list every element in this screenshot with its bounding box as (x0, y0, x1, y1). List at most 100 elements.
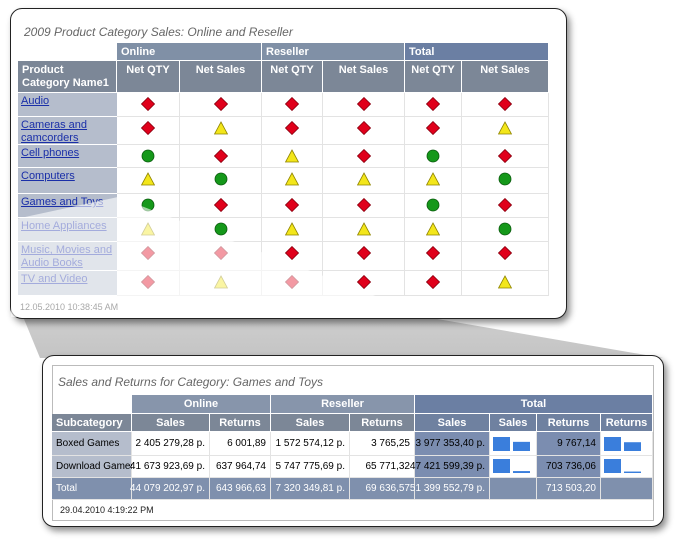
kpi-cell (117, 93, 180, 117)
category-link[interactable]: Audio (18, 93, 117, 117)
bottom-title: Sales and Returns for Category: Games an… (58, 375, 324, 389)
value-cell: 3 977 353,40 р. (415, 432, 490, 456)
value-cell: 47 421 599,39 р. (410, 456, 490, 478)
kpi-cell (323, 117, 405, 145)
kpi-indicator (498, 198, 512, 212)
category-link[interactable]: Games and Toys (18, 194, 117, 218)
kpi-indicator (426, 222, 440, 236)
kpi-cell (323, 168, 405, 194)
triangle (141, 172, 155, 186)
kpi-indicator (356, 121, 371, 135)
diamond (285, 97, 299, 111)
kpi-indicator (213, 97, 228, 111)
circle (214, 172, 227, 186)
kpi-indicator (426, 121, 440, 135)
top-timestamp: 12.05.2010 10:38:45 AM (20, 302, 119, 312)
kpi-cell (405, 271, 462, 296)
kpi-indicator (285, 172, 299, 186)
kpi-cell (180, 117, 262, 145)
diamond (498, 149, 512, 163)
value-cell: 637 964,74 (210, 456, 271, 478)
kpi-indicator (285, 198, 299, 212)
kpi-cell (462, 271, 549, 296)
kpi-cell (462, 168, 549, 194)
kpi-indicator (141, 121, 155, 135)
kpi-cell (180, 145, 262, 168)
sparkbar-chart (604, 437, 641, 451)
kpi-cell (180, 271, 262, 296)
kpi-cell (117, 145, 180, 168)
chart-cell (601, 456, 653, 478)
kpi-indicator (498, 246, 512, 260)
kpi-indicator (356, 246, 371, 260)
diamond (213, 246, 228, 260)
kpi-indicator (498, 172, 512, 186)
bottom-timestamp: 29.04.2010 4:19:22 PM (60, 505, 154, 515)
group-header: Online (132, 395, 271, 414)
triangle (498, 275, 512, 289)
kpi-indicator (141, 275, 155, 289)
kpi-cell (262, 271, 323, 296)
kpi-indicator (285, 97, 299, 111)
category-link[interactable]: Cell phones (18, 145, 117, 168)
diamond (426, 246, 440, 260)
kpi-cell (262, 93, 323, 117)
diamond (356, 198, 371, 212)
value-cell: 65 771,32 (350, 456, 415, 478)
triangle (356, 172, 371, 186)
kpi-indicator (426, 198, 440, 212)
kpi-cell (323, 145, 405, 168)
group-header: Total (415, 395, 653, 414)
sparkbar (493, 459, 510, 473)
circle (141, 198, 155, 212)
triangle (498, 121, 512, 135)
kpi-cell (262, 168, 323, 194)
category-link[interactable]: Home Appliances (18, 218, 117, 242)
kpi-cell (405, 93, 462, 117)
value-cell: 3 765,25 (350, 432, 415, 456)
sparkbar (624, 471, 641, 473)
kpi-cell (405, 242, 462, 271)
diamond (356, 149, 371, 163)
diamond (356, 97, 371, 111)
kpi-indicator (141, 97, 155, 111)
kpi-indicator (498, 275, 512, 289)
category-link[interactable]: Computers (18, 168, 117, 194)
diamond (498, 198, 512, 212)
kpi-indicator (356, 222, 371, 236)
diamond (285, 121, 299, 135)
sparkbar-chart (493, 459, 530, 473)
circle (426, 149, 440, 163)
column-header: Product Category Name1 (18, 61, 117, 93)
top-title: 2009 Product Category Sales: Online and … (24, 25, 293, 39)
triangle (285, 149, 299, 163)
value-cell: 703 736,06 (537, 456, 601, 478)
value-cell: 5 747 775,69 р. (271, 456, 350, 478)
kpi-indicator (426, 246, 440, 260)
sparkbar (604, 459, 621, 473)
value-cell: 51 399 552,79 р. (410, 478, 490, 500)
kpi-cell (180, 242, 262, 271)
category-link[interactable]: TV and Video (18, 271, 117, 296)
value-cell: 41 673 923,69 р. (130, 456, 210, 478)
column-header: Sales (132, 414, 210, 432)
category-link[interactable]: Cameras and camcorders (18, 117, 117, 145)
kpi-indicator (214, 222, 227, 236)
kpi-cell (262, 218, 323, 242)
kpi-indicator (141, 149, 155, 163)
category-link[interactable]: Music, Movies and Audio Books (18, 242, 117, 271)
column-header: Net QTY (405, 61, 462, 93)
column-header: Returns (537, 414, 601, 432)
kpi-cell (462, 117, 549, 145)
column-header: Net Sales (462, 61, 549, 93)
diamond (141, 121, 155, 135)
kpi-indicator (285, 275, 299, 289)
value-cell: 7 320 349,81 р. (271, 478, 350, 500)
kpi-indicator (498, 149, 512, 163)
diamond (426, 275, 440, 289)
kpi-indicator (285, 222, 299, 236)
kpi-indicator (426, 275, 440, 289)
sparkbar-chart (604, 459, 641, 473)
kpi-indicator (498, 121, 512, 135)
